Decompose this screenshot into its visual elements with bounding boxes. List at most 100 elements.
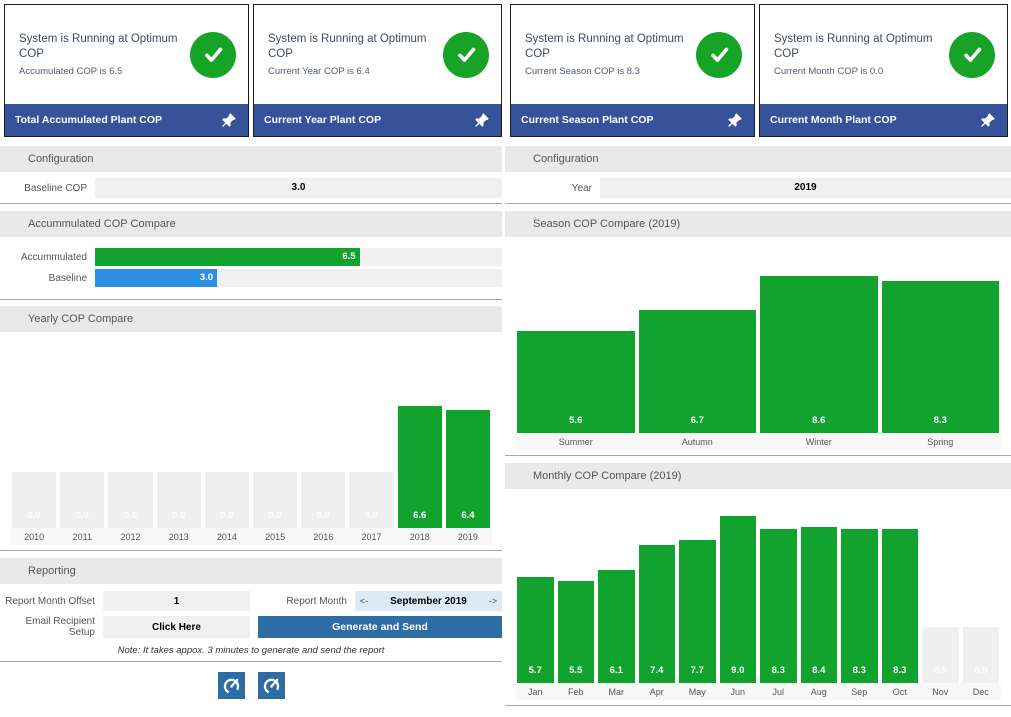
next-month-button[interactable]: -> — [488, 596, 498, 606]
card-text: System is Running at Optimum COP Current… — [774, 32, 949, 77]
bar-cell-spring: 8.3 — [880, 241, 1002, 433]
category-label-2019: 2019 — [457, 531, 478, 542]
category-label-dec: Dec — [972, 686, 989, 697]
yearly-bars-area: 0.0 0.0 0.0 0.0 0.0 0.0 0.0 0.0 6.6 6.4 — [10, 336, 492, 528]
category-label-oct: Oct — [892, 686, 907, 697]
baseline-cop-label: Baseline COP — [24, 182, 87, 194]
dashboard-shortcut-row — [0, 672, 502, 699]
category-label-spring: Spring — [927, 436, 954, 447]
gauge-dashboard-button-1[interactable] — [217, 672, 245, 699]
section-header-configuration-right: Configuration — [505, 146, 1011, 172]
bar-value-label: 5.7 — [528, 665, 542, 676]
generate-and-send-button[interactable]: Generate and Send — [258, 616, 502, 638]
bar-value-label: 5.6 — [569, 415, 583, 426]
report-month-picker: <- September 2019 -> — [355, 591, 502, 611]
pushpin-icon[interactable] — [979, 111, 997, 129]
category-label-2015: 2015 — [265, 531, 286, 542]
bar-2016: 0.0 — [301, 472, 346, 528]
check-circle-icon — [443, 31, 489, 78]
card-footer: Total Accumulated Plant COP — [5, 104, 248, 136]
bar-value-label: 0.0 — [364, 510, 379, 521]
email-recipient-button[interactable]: Click Here — [103, 616, 250, 638]
card-text: System is Running at Optimum COP Current… — [268, 32, 443, 77]
bar-spring: 8.3 — [881, 281, 999, 433]
bar-oct: 8.3 — [881, 529, 918, 683]
generate-group: Generate and Send — [258, 616, 502, 638]
pushpin-icon[interactable] — [473, 111, 491, 129]
hbar-track: 6.5 — [95, 248, 502, 266]
bar-value-label: 0.0 — [172, 510, 186, 521]
bar-value-label: 0.0 — [933, 665, 947, 676]
reporting-row-1: Report Month Offset 1 Report Month <- Se… — [0, 591, 502, 611]
baseline-cop-input[interactable]: 3.0 — [95, 178, 502, 198]
section-header-yearly-compare: Yearly COP Compare — [0, 306, 502, 332]
card-body: System is Running at Optimum COP Current… — [760, 5, 1007, 104]
check-circle-icon — [949, 31, 995, 78]
category-label-feb: Feb — [567, 686, 584, 697]
bar-cell-dec: 0.0 — [961, 493, 1002, 683]
reporting-row-2: Email Recipient Setup Click Here Generat… — [0, 616, 502, 638]
bar-apr: 7.4 — [638, 545, 675, 683]
bar-feb: 5.5 — [557, 581, 594, 683]
bar-value-label: 8.4 — [812, 665, 826, 676]
section-header-monthly-compare: Monthly COP Compare (2019) — [505, 463, 1011, 489]
card-body: System is Running at Optimum COP Accumul… — [5, 5, 248, 104]
card-footer: Current Season Plant COP — [511, 104, 754, 136]
divider — [0, 550, 502, 551]
bar-cell-2014: 0.0 — [203, 336, 251, 528]
bar-cell-jul: 8.3 — [758, 493, 799, 683]
pushpin-icon[interactable] — [220, 111, 238, 129]
bar-cell-feb: 5.5 — [556, 493, 597, 683]
season-bars-area: 5.6 6.7 8.6 8.3 — [515, 241, 1001, 433]
card-subtitle: Current Year COP is 6.4 — [268, 65, 370, 77]
report-month-label: Report Month — [286, 595, 347, 607]
bar-cell-autumn: 6.7 — [637, 241, 759, 433]
status-cards-row: System is Running at Optimum COP Accumul… — [4, 4, 1008, 137]
card-text: System is Running at Optimum COP Accumul… — [19, 32, 190, 77]
year-input[interactable]: 2019 — [600, 178, 1011, 198]
divider — [0, 203, 502, 204]
category-label-jan: Jan — [527, 686, 543, 697]
hbar-track: 3.0 — [95, 269, 502, 287]
bar-dec: 0.0 — [962, 627, 999, 683]
divider — [505, 705, 1011, 706]
hbar-row-accummulated: Accummulated 6.5 — [0, 248, 502, 266]
report-month-offset-group: Report Month Offset 1 — [0, 591, 250, 611]
divider — [0, 661, 502, 662]
bar-value-label: 8.3 — [771, 665, 785, 676]
bar-value-label: 5.5 — [569, 665, 583, 676]
bar-value-label: 6.1 — [609, 665, 623, 676]
bar-cell-2015: 0.0 — [251, 336, 299, 528]
bar-nov: 0.0 — [922, 627, 959, 683]
category-label-2010: 2010 — [24, 531, 45, 542]
bar-2019: 6.4 — [445, 410, 491, 528]
bar-value-label: 7.7 — [690, 665, 704, 676]
bar-2018: 6.6 — [397, 406, 442, 528]
bar-value-label: 6.7 — [690, 415, 704, 426]
section-header-season-compare: Season COP Compare (2019) — [505, 211, 1011, 237]
card-title: System is Running at Optimum COP — [774, 33, 933, 60]
status-card-accumulated: System is Running at Optimum COP Accumul… — [4, 4, 249, 137]
status-card-year: System is Running at Optimum COP Current… — [253, 4, 502, 137]
pushpin-icon[interactable] — [726, 111, 744, 129]
report-month-offset-label: Report Month Offset — [5, 595, 95, 607]
report-month-offset-input[interactable]: 1 — [103, 591, 250, 611]
bar-cell-jan: 5.7 — [515, 493, 556, 683]
bar-cell-2012: 0.0 — [106, 336, 154, 528]
gauge-dashboard-button-2[interactable] — [257, 672, 285, 699]
report-month-value[interactable]: September 2019 — [390, 595, 467, 607]
monthly-cop-chart: 5.7 5.5 6.1 7.4 7.7 9.0 8.3 8.4 8.3 8.3 0.0 0.0 Jan F… — [505, 493, 1011, 700]
bar-cell-may: 7.7 — [677, 493, 718, 683]
bar-value-label: 0.0 — [75, 510, 89, 521]
category-label-2016: 2016 — [313, 531, 334, 542]
status-card-season: System is Running at Optimum COP Current… — [510, 4, 755, 137]
prev-month-button[interactable]: <- — [359, 596, 369, 606]
card-text: System is Running at Optimum COP Current… — [525, 32, 696, 77]
right-column: Configuration Year 2019 Season COP Compa… — [505, 140, 1011, 706]
bar-cell-2018: 6.6 — [396, 336, 444, 528]
status-card-month: System is Running at Optimum COP Current… — [759, 4, 1008, 137]
bar-cell-2013: 0.0 — [155, 336, 203, 528]
divider — [0, 299, 502, 300]
hbar-value-label: 6.5 — [342, 251, 356, 262]
bar-mar: 6.1 — [598, 570, 635, 683]
